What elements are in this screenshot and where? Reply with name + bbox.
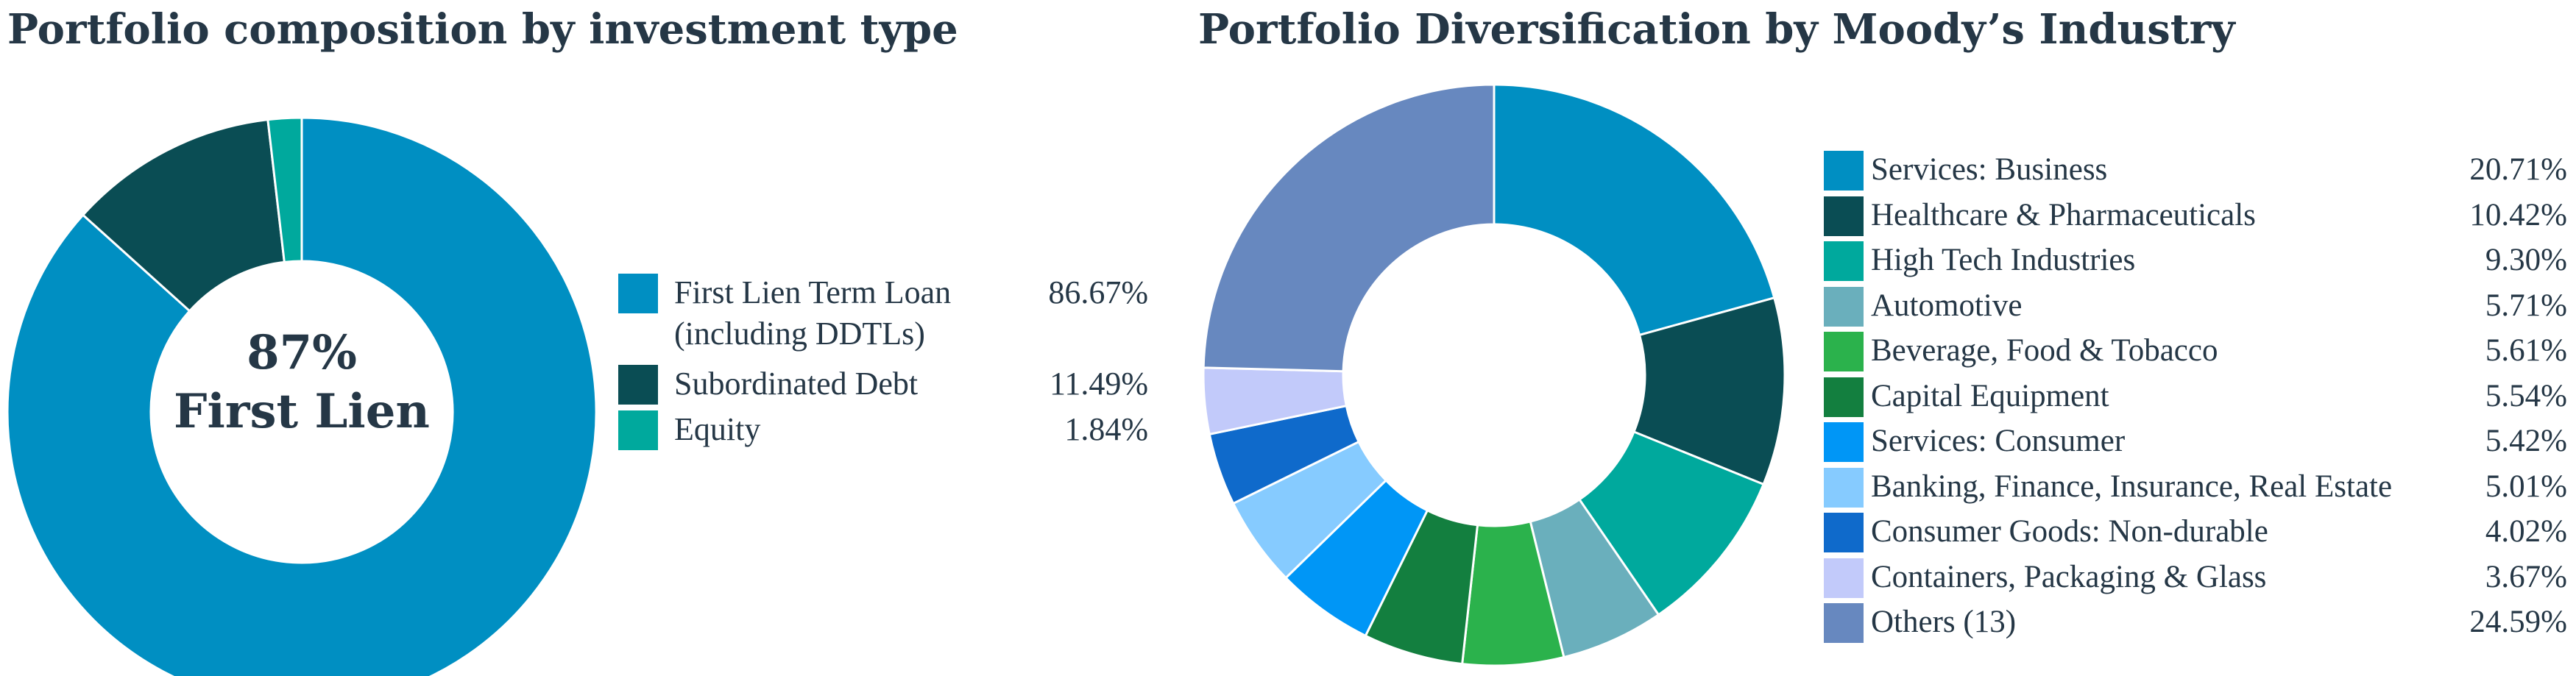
donut-slice-subordinated-debt [81, 118, 286, 313]
legend-value: 5.42% [2485, 424, 2567, 458]
legend-value: 3.67% [2485, 559, 2567, 594]
legend-swatch [618, 410, 658, 450]
legend-swatch [1824, 196, 1864, 236]
donut-center-label: 87% First Lien [0, 324, 604, 441]
legend-swatch [618, 274, 658, 313]
legend-value: 5.54% [2485, 378, 2567, 413]
legend-value: 4.02% [2485, 514, 2567, 549]
investment-type-donut-chart [6, 116, 598, 676]
legend-swatch [1824, 332, 1864, 371]
legend-label: Healthcare & Pharmaceuticals [1871, 197, 2256, 232]
legend-value: 5.71% [2485, 288, 2567, 323]
legend-swatch [1824, 241, 1864, 281]
legend-label-line1: First Lien Term Loan [674, 274, 952, 310]
industry-legend: Services: Business 20.71% Healthcare & Pha… [1824, 151, 2567, 651]
legend-label: Containers, Packaging & Glass [1871, 559, 2267, 594]
legend-label: Capital Equipment [1871, 378, 2109, 413]
legend-value: 24.59% [2469, 605, 2567, 639]
legend-swatch [618, 365, 658, 405]
legend-label: Subordinated Debt [674, 366, 919, 402]
legend-value: 1.84% [1064, 411, 1148, 447]
legend-label: Beverage, Food & Tobacco [1871, 333, 2218, 368]
legend-value: 5.01% [2485, 469, 2567, 504]
left-chart-title: Portfolio composition by investment type [7, 5, 958, 54]
legend-swatch [1824, 151, 1864, 191]
right-chart-title: Portfolio Diversification by Moody’s Ind… [1198, 5, 2235, 54]
donut-slice-services-business [1493, 83, 1776, 337]
legend-swatch [1824, 513, 1864, 552]
legend-value: 11.49% [1049, 366, 1148, 402]
legend-value: 9.30% [2485, 243, 2567, 277]
legend-value: 5.61% [2485, 333, 2567, 368]
donut-slice-equity [266, 116, 303, 264]
legend-label: High Tech Industries [1871, 243, 2136, 277]
legend-label: Services: Consumer [1871, 424, 2126, 458]
legend-swatch [1824, 377, 1864, 417]
legend-label: Services: Business [1871, 152, 2108, 187]
legend-swatch [1824, 422, 1864, 462]
center-label-text: First Lien [174, 384, 430, 439]
legend-label-line2: (including DDTLs) [674, 316, 925, 352]
legend-value: 10.42% [2469, 197, 2567, 232]
legend-value: 20.71% [2469, 152, 2567, 187]
legend-label: First Lien Term Loan (including DDTLs) [674, 272, 951, 355]
legend-swatch [1824, 286, 1864, 327]
legend-label: Consumer Goods: Non-durable [1871, 514, 2268, 549]
investment-type-legend: First Lien Term Loan (including DDTLs) 86.… [618, 274, 1148, 465]
legend-swatch [1824, 558, 1864, 598]
legend-label: Equity [674, 411, 761, 447]
legend-label: Automotive [1871, 288, 2023, 323]
legend-value: 86.67% [1048, 274, 1148, 310]
legend-swatch [1824, 603, 1864, 643]
industry-donut-chart [1202, 83, 1786, 667]
legend-label: Banking, Finance, Insurance, Real Estate [1871, 469, 2393, 504]
legend-label: Others (13) [1871, 605, 2017, 639]
donut-slice-first-lien-term-loan [6, 116, 598, 676]
center-label-percent: 87% [247, 325, 357, 380]
donut-slice-others-13 [1202, 83, 1496, 373]
legend-swatch [1824, 467, 1864, 508]
